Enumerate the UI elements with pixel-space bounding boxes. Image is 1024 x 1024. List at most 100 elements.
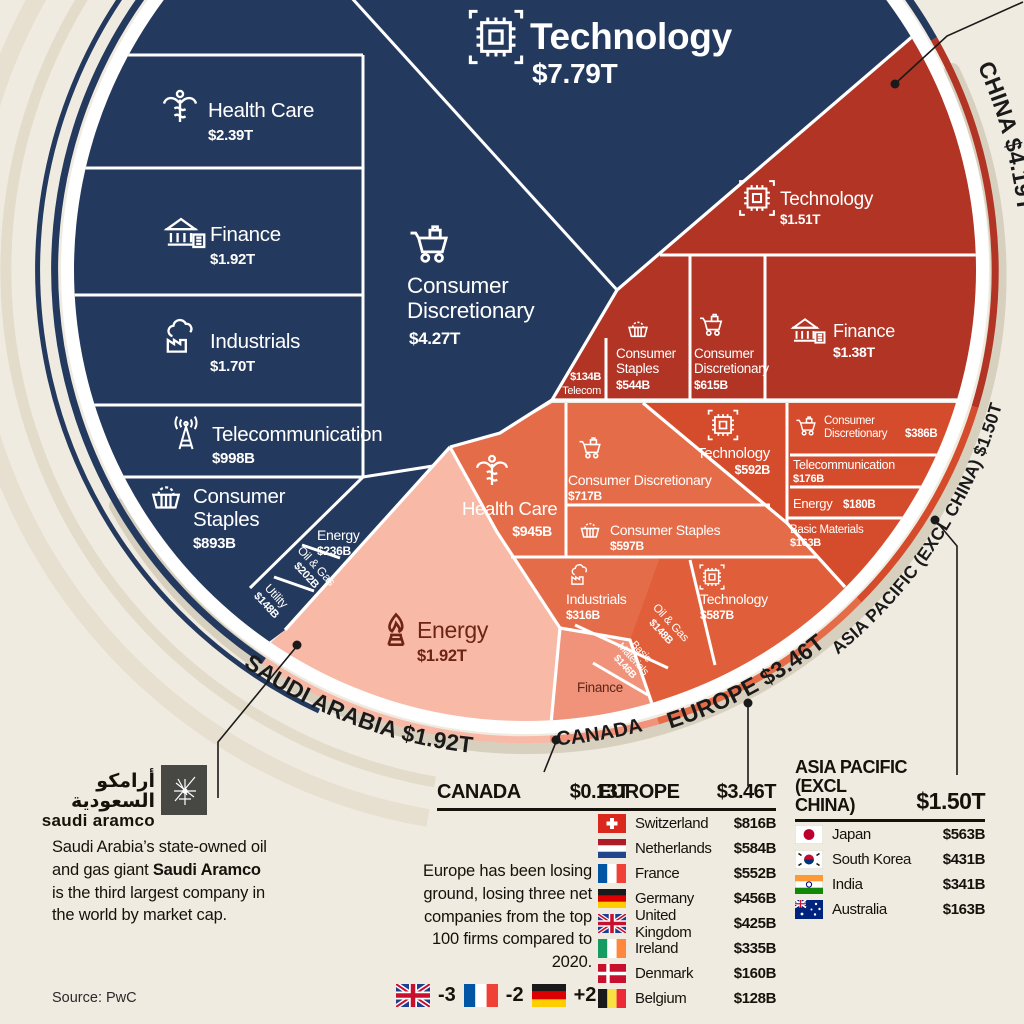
svg-text:Discretionary: Discretionary xyxy=(407,298,535,323)
aramco-note: Saudi Arabia’s state-owned oil and gas g… xyxy=(52,836,274,927)
region-europe-south xyxy=(630,557,880,721)
aramco-latin-wordmark: saudi aramco xyxy=(41,810,155,830)
svg-text:Industrials: Industrials xyxy=(210,330,300,353)
aramco-note-bold: Saudi Aramco xyxy=(152,860,261,879)
table-row: India $341B xyxy=(794,872,985,897)
table-row: Denmark $160B xyxy=(598,961,776,986)
svg-text:Telecommunication: Telecommunication xyxy=(212,423,382,446)
source-credit: Source: PwC xyxy=(52,990,137,1006)
svg-text:Finance: Finance xyxy=(210,223,281,246)
canada-finance-label: Finance xyxy=(577,680,623,695)
svg-text:$615B: $615B xyxy=(694,378,728,392)
svg-text:$176B: $176B xyxy=(793,473,824,485)
white-rim-ring xyxy=(61,0,989,734)
region-borders xyxy=(283,28,976,721)
country-name: Switzerland xyxy=(635,815,709,832)
svg-text:$236B: $236B xyxy=(317,544,351,558)
germany-delta: +2 xyxy=(573,984,597,1006)
svg-text:$544B: $544B xyxy=(616,378,650,392)
svg-text:$717B: $717B xyxy=(568,489,602,503)
country-value: $163B xyxy=(942,900,986,918)
ireland-flag-icon xyxy=(598,939,626,958)
europe-sector-lines xyxy=(511,403,818,697)
svg-text:Discretionary: Discretionary xyxy=(694,361,769,376)
country-value: $816B xyxy=(733,815,777,832)
us-consumer-discretionary-label: Consumer Discretionary $4.27T xyxy=(407,225,536,348)
country-value: $335B xyxy=(733,940,777,957)
aramco-logo-text: أرامكو السعودية saudi aramco xyxy=(40,772,155,830)
table-row: France $552B xyxy=(598,861,776,886)
aramco-note-part1: Saudi Arabia’s state-owned oil and gas g… xyxy=(52,838,267,879)
switzerland-flag-icon xyxy=(598,814,626,833)
svg-text:Technology: Technology xyxy=(780,189,874,210)
denmark-flag-icon xyxy=(598,964,626,983)
svg-text:$587B: $587B xyxy=(700,608,734,622)
asia-pacific-table-total: $1.50T xyxy=(916,787,985,814)
svg-text:Health Care: Health Care xyxy=(208,99,314,122)
table-row: Switzerland $816B xyxy=(598,811,776,836)
navy-echo-ring xyxy=(35,0,321,714)
country-name: Australia xyxy=(832,900,887,918)
china-telecom-label: $134B Telecom xyxy=(562,371,602,397)
svg-text:$998B: $998B xyxy=(212,450,255,467)
svg-text:$1.70T: $1.70T xyxy=(210,358,255,375)
europe-consumer-discretionary-label: Consumer Discretionary $717B xyxy=(568,437,712,503)
uk-delta: -3 xyxy=(438,984,456,1006)
region-color-ring xyxy=(51,0,999,744)
svg-text:$7.79T: $7.79T xyxy=(532,58,618,89)
svg-text:Staples: Staples xyxy=(193,508,259,531)
country-value: $160B xyxy=(733,965,777,982)
germany-flag-icon xyxy=(531,984,566,1007)
svg-text:$597B: $597B xyxy=(610,539,644,553)
svg-text:$134B: $134B xyxy=(570,371,601,383)
south-korea-flag-icon xyxy=(794,849,824,870)
europe-table: EUROPE $3.46T Switzerland $816B Netherland… xyxy=(596,781,777,1011)
country-name: Ireland xyxy=(635,940,679,957)
svg-text:$386B: $386B xyxy=(905,428,937,440)
europe-health-care-label: Health Care $945B xyxy=(462,454,558,539)
country-name: France xyxy=(635,865,680,882)
background-ring-outer xyxy=(0,0,430,827)
table-row: South Korea $431B xyxy=(794,847,986,872)
svg-text:Consumer Discretionary: Consumer Discretionary xyxy=(568,472,712,488)
europe-table-title: EUROPE xyxy=(598,781,680,803)
canada-table-total: $0.13T xyxy=(569,781,630,803)
svg-text:Consumer: Consumer xyxy=(824,415,875,427)
us-industrials-label: Industrials $1.70T xyxy=(166,318,300,375)
table-row: Ireland $335B xyxy=(598,936,776,961)
svg-text:Energy: Energy xyxy=(417,617,489,643)
ap-technology-label: Technology $592B xyxy=(697,409,771,477)
svg-text:Energy: Energy xyxy=(793,496,833,511)
leader-lines xyxy=(217,1,1024,798)
china-consumer-discretionary-label: Consumer Discretionary $615B xyxy=(694,313,770,392)
svg-text:Industrials: Industrials xyxy=(566,591,627,607)
country-name: India xyxy=(832,875,863,893)
country-value: $431B xyxy=(942,850,986,868)
germany-flag-icon xyxy=(598,889,626,908)
svg-text:Consumer Staples: Consumer Staples xyxy=(610,522,721,538)
svg-text:Technology: Technology xyxy=(697,445,771,462)
aramco-logo-mark xyxy=(161,765,207,815)
aramco-arabic-wordmark: أرامكو السعودية xyxy=(70,771,155,812)
country-name: Netherlands xyxy=(635,840,712,857)
starburst-icon xyxy=(174,776,196,805)
ap-basic-materials-label: Basic Materials $163B xyxy=(790,524,864,549)
ap-energy-label: Energy $180B xyxy=(793,496,876,511)
table-row: Germany $456B xyxy=(598,886,776,911)
country-value: $425B xyxy=(733,915,777,932)
us-sector-lines xyxy=(74,0,619,593)
svg-text:Consumer: Consumer xyxy=(193,485,286,508)
flag-deltas-row: -3 -2 +2 xyxy=(394,981,597,1010)
france-flag-icon xyxy=(598,864,626,883)
table-row: United Kingdom $425B xyxy=(596,907,777,941)
europe-industrials-label: Industrials $316B xyxy=(566,564,627,622)
country-value: $456B xyxy=(733,890,777,907)
svg-text:$1.92T: $1.92T xyxy=(417,647,467,665)
china-consumer-staples-label: Consumer Staples $544B xyxy=(616,321,677,392)
europe-technology-label: Technology $587B xyxy=(699,564,768,622)
country-name: Japan xyxy=(832,825,871,843)
france-flag-icon xyxy=(463,984,498,1007)
europe-consumer-staples-label: Consumer Staples $597B xyxy=(580,522,721,553)
belgium-flag-icon xyxy=(598,989,626,1008)
